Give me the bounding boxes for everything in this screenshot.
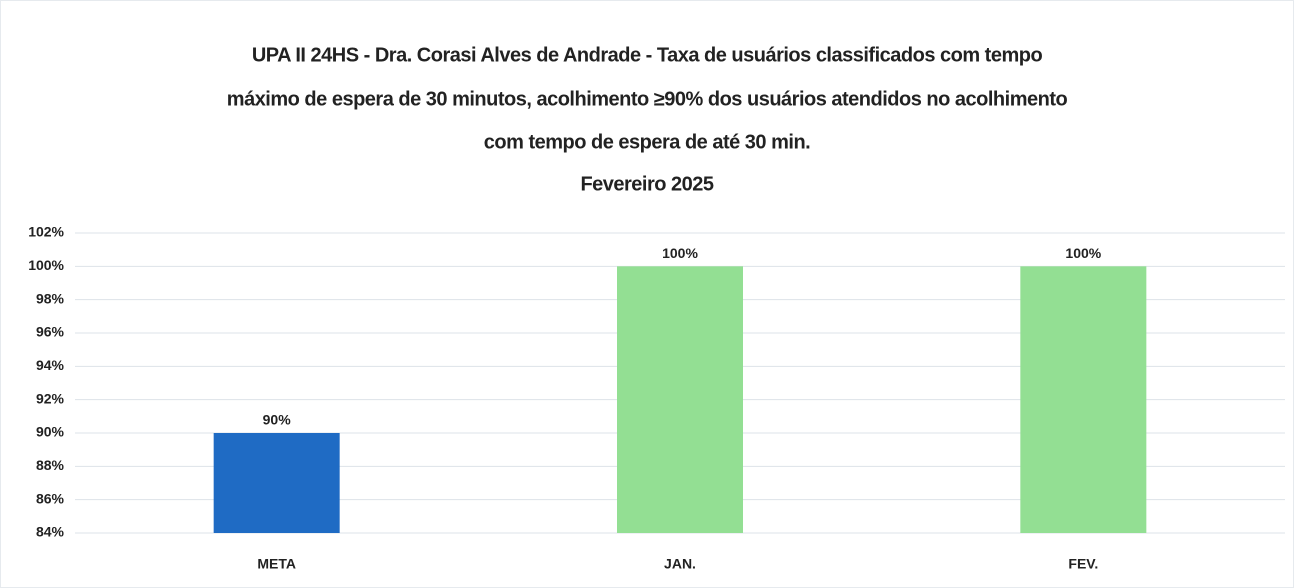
bar	[1020, 266, 1147, 533]
value-label: 100%	[1065, 245, 1101, 261]
x-tick-label: META	[257, 556, 296, 572]
y-tick-label: 88%	[36, 457, 65, 473]
bar	[617, 266, 743, 533]
bar	[213, 433, 340, 533]
y-tick-label: 84%	[36, 524, 65, 540]
y-tick-label: 92%	[36, 390, 65, 406]
y-tick-label: 102%	[28, 224, 64, 240]
chart-title: máximo de espera de 30 minutos, acolhime…	[227, 88, 1068, 110]
value-label: 90%	[263, 412, 292, 428]
y-tick-label: 90%	[36, 424, 65, 440]
y-tick-label: 100%	[28, 257, 64, 273]
y-tick-label: 86%	[36, 490, 65, 506]
y-tick-label: 94%	[36, 357, 65, 373]
chart-subtitle: Fevereiro 2025	[580, 173, 713, 195]
chart-title: com tempo de espera de até 30 min.	[484, 131, 810, 153]
x-tick-label: JAN.	[664, 556, 696, 572]
x-tick-label: FEV.	[1068, 556, 1098, 572]
y-tick-label: 98%	[36, 290, 65, 306]
value-label: 100%	[662, 245, 698, 261]
y-tick-label: 96%	[36, 324, 65, 340]
chart-title: UPA II 24HS - Dra. Corasi Alves de Andra…	[252, 44, 1043, 66]
